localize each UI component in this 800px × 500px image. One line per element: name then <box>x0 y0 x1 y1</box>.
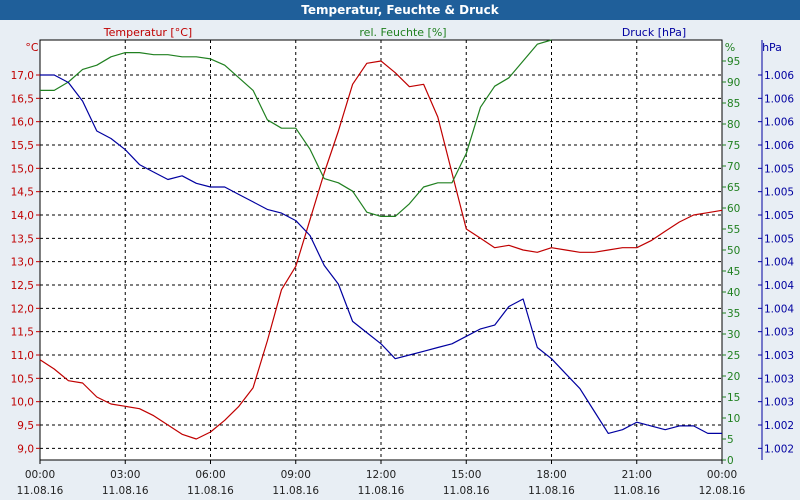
x-tick-time-label: 06:00 <box>195 469 225 481</box>
humidity-tick-label: 5 <box>727 434 734 446</box>
pressure-tick-label: 1.005 <box>764 163 794 175</box>
pressure-series-line <box>40 74 722 434</box>
temperature-axis-label: Temperatur [°C] <box>103 26 192 39</box>
humidity-tick-label: 90 <box>727 77 740 89</box>
pressure-tick-label: 1.003 <box>764 397 794 409</box>
temperature-tick-label: 14,0 <box>11 210 34 222</box>
temperature-tick-label: 12,0 <box>11 303 34 315</box>
series <box>39 39 723 440</box>
humidity-tick-label: 85 <box>727 98 740 110</box>
pressure-tick-label: 1.003 <box>764 373 794 385</box>
pressure-tick-label: 1.004 <box>764 303 794 315</box>
temperature-tick-label: 13,0 <box>11 257 34 269</box>
humidity-tick-label: 35 <box>727 308 740 320</box>
grid <box>39 39 723 461</box>
axes: 17,0 16,5 16,0 15,5 15,0 14,5 14,0 13,5 13,0 12,5… <box>11 40 794 497</box>
x-tick-date-label: 11.08.16 <box>272 485 319 497</box>
humidity-tick-label: 55 <box>727 224 740 236</box>
temperature-tick-label: 16,5 <box>11 93 34 105</box>
pressure-tick-label: 1.006 <box>764 70 794 82</box>
humidity-axis-label: rel. Feuchte [%] <box>359 26 446 39</box>
humidity-unit-label: % <box>725 41 735 54</box>
pressure-axis-label: Druck [hPa] <box>622 26 686 39</box>
pressure-tick-label: 1.005 <box>764 233 794 245</box>
chart-title: Temperatur, Feuchte & Druck <box>0 0 800 20</box>
humidity-tick-label: 75 <box>727 140 740 152</box>
humidity-tick-label: 40 <box>727 287 740 299</box>
humidity-tick-label: 20 <box>727 371 740 383</box>
pressure-tick-label: 1.005 <box>764 187 794 199</box>
x-tick-time-label: 15:00 <box>451 469 481 481</box>
x-tick-date-label: 11.08.16 <box>358 485 405 497</box>
temperature-tick-label: 12,5 <box>11 280 34 292</box>
temperature-tick-label: 13,5 <box>11 233 34 245</box>
humidity-tick-label: 50 <box>727 245 740 257</box>
pressure-tick-label: 1.003 <box>764 327 794 339</box>
pressure-tick-label: 1.006 <box>764 117 794 129</box>
pressure-unit-label: hPa <box>762 41 782 54</box>
temperature-tick-label: 11,5 <box>11 327 34 339</box>
temperature-tick-label: 15,0 <box>11 163 34 175</box>
x-tick-date-label: 11.08.16 <box>17 485 64 497</box>
x-tick-date-label: 11.08.16 <box>187 485 234 497</box>
temperature-tick-label: 10,5 <box>11 373 34 385</box>
temperature-tick-label: 10,0 <box>11 397 34 409</box>
humidity-tick-label: 25 <box>727 350 740 362</box>
pressure-tick-label: 1.006 <box>764 140 794 152</box>
x-tick-time-label: 03:00 <box>110 469 140 481</box>
pressure-tick-label: 1.002 <box>764 420 794 432</box>
temperature-tick-label: 9,0 <box>17 443 34 455</box>
humidity-tick-label: 60 <box>727 203 740 215</box>
humidity-tick-label: 15 <box>727 392 740 404</box>
x-tick-date-label: 12.08.16 <box>699 485 746 497</box>
temperature-tick-label: 17,0 <box>11 70 34 82</box>
temperature-tick-label: 9,5 <box>17 420 34 432</box>
temperature-tick-label: 14,5 <box>11 187 34 199</box>
temperature-tick-label: 16,0 <box>11 117 34 129</box>
humidity-tick-label: 95 <box>727 56 740 68</box>
humidity-tick-label: 80 <box>727 119 740 131</box>
pressure-tick-label: 1.004 <box>764 257 794 269</box>
humidity-tick-label: 70 <box>727 161 740 173</box>
pressure-tick-label: 1.002 <box>764 443 794 455</box>
humidity-series-line <box>40 39 552 217</box>
x-tick-time-label: 21:00 <box>622 469 652 481</box>
pressure-tick-label: 1.004 <box>764 280 794 292</box>
x-tick-time-label: 09:00 <box>281 469 311 481</box>
x-tick-time-label: 18:00 <box>536 469 566 481</box>
temperature-tick-label: 15,5 <box>11 140 34 152</box>
pressure-tick-label: 1.006 <box>764 93 794 105</box>
x-tick-time-label: 12:00 <box>366 469 396 481</box>
temperature-tick-label: 11,0 <box>11 350 34 362</box>
x-tick-time-label: 00:00 <box>707 469 737 481</box>
x-tick-time-label: 00:00 <box>25 469 55 481</box>
x-tick-date-label: 11.08.16 <box>443 485 490 497</box>
x-tick-date-label: 11.08.16 <box>102 485 149 497</box>
pressure-tick-label: 1.003 <box>764 350 794 362</box>
humidity-tick-label: 65 <box>727 182 740 194</box>
pressure-tick-label: 1.005 <box>764 210 794 222</box>
temperature-series-line <box>39 60 723 440</box>
x-tick-date-label: 11.08.16 <box>613 485 660 497</box>
humidity-tick-label: 10 <box>727 413 740 425</box>
x-tick-date-label: 11.08.16 <box>528 485 575 497</box>
temperature-unit-label: °C <box>25 41 39 54</box>
humidity-tick-label: 45 <box>727 266 740 278</box>
humidity-tick-label: 0 <box>727 455 734 467</box>
humidity-tick-label: 30 <box>727 329 740 341</box>
